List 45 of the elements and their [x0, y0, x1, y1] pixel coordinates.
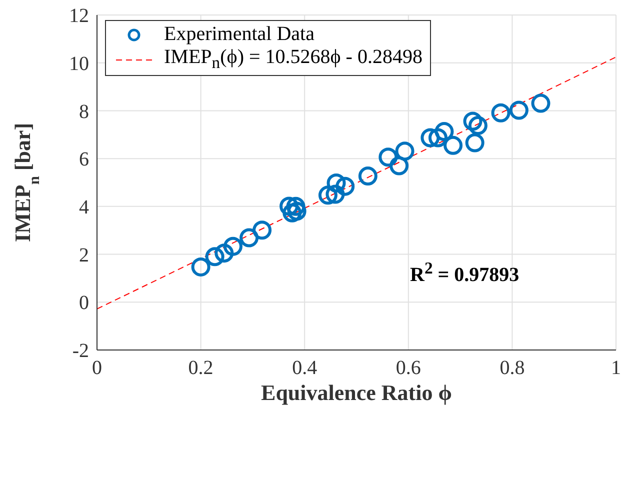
- point: [205, 247, 224, 266]
- point: [468, 116, 488, 136]
- y-tick-label: 6: [79, 148, 89, 171]
- y-tick-label: 8: [79, 100, 89, 123]
- point: [252, 220, 272, 240]
- x-tick-label: 0.4: [292, 357, 318, 380]
- point: [491, 103, 510, 122]
- point: [280, 196, 299, 216]
- y-tick-label: 12: [69, 5, 89, 28]
- point: [318, 186, 338, 205]
- point: [223, 236, 242, 256]
- y-tick-label: -2: [72, 340, 89, 362]
- point: [191, 257, 210, 276]
- point: [326, 173, 346, 192]
- point: [358, 166, 378, 186]
- y-tick-label: 10: [69, 52, 89, 75]
- point: [395, 142, 414, 161]
- point: [463, 112, 482, 131]
- point: [420, 128, 440, 148]
- point: [378, 148, 398, 167]
- x-tick-label: 1: [611, 357, 621, 380]
- y-tick-label: 2: [79, 244, 89, 266]
- point: [287, 202, 306, 221]
- point: [282, 203, 302, 222]
- point: [465, 133, 484, 152]
- r-squared-note: R$^{2}$ = 0.97893: [410, 258, 520, 287]
- point: [434, 122, 454, 142]
- point: [286, 196, 306, 216]
- legend-label: IMEP$_{n}$(ϕ) = 10.5268ϕ - 0.28498: [164, 46, 422, 73]
- y-tick-label: 4: [79, 196, 89, 219]
- point: [240, 228, 259, 248]
- point: [390, 156, 409, 176]
- point: [444, 136, 463, 155]
- x-tick-label: 0.2: [188, 357, 214, 380]
- point: [428, 128, 448, 148]
- point: [531, 94, 550, 113]
- x-tick-label: 0.6: [396, 357, 421, 380]
- point: [509, 100, 528, 120]
- x-axis-title: Equivalence Ratio ϕ: [261, 380, 452, 405]
- y-tick-label: 0: [79, 292, 89, 314]
- x-tick-label: 0.8: [500, 357, 525, 380]
- point: [326, 184, 345, 204]
- legend-label: Experimental Data: [164, 23, 314, 46]
- point: [336, 176, 355, 196]
- point: [214, 244, 234, 263]
